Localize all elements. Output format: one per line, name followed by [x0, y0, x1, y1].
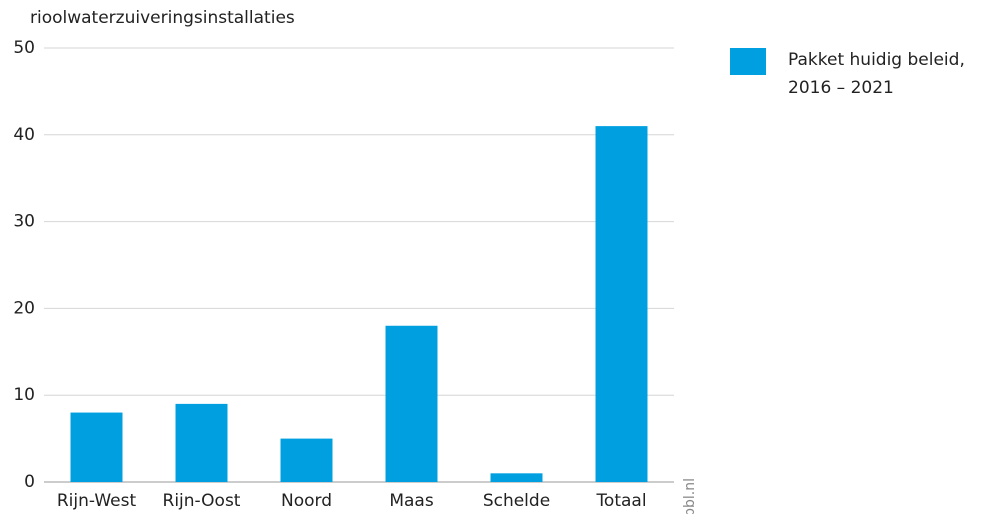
x-tick-label: Totaal [595, 491, 646, 511]
x-tick-label: Rijn-Oost [163, 491, 241, 511]
x-tick-label: Maas [389, 491, 434, 511]
bar [595, 126, 648, 483]
y-tick-label: 0 [24, 472, 35, 492]
bar [175, 403, 228, 482]
source: pbl.nl [682, 478, 698, 514]
chart-title: rioolwaterzuiveringsinstallaties [30, 8, 295, 28]
legend-label: Pakket huidig beleid, 2016 – 2021 [788, 50, 965, 98]
legend-swatch [730, 48, 766, 75]
bar [385, 325, 438, 482]
x-tick-label: Schelde [483, 491, 550, 511]
y-tick-label: 10 [13, 385, 35, 405]
y-tick-label: 20 [13, 298, 35, 318]
x-tick-label: Rijn-West [57, 491, 137, 511]
legend: Pakket huidig beleid, 2016 – 2021 [730, 46, 981, 102]
y-tick-label: 50 [13, 38, 35, 58]
bar [280, 438, 333, 482]
bar [70, 412, 123, 482]
y-tick-label: 40 [13, 125, 35, 145]
y-tick-label: 30 [13, 212, 35, 232]
bar [490, 473, 543, 482]
x-tick-label: Noord [281, 491, 332, 511]
